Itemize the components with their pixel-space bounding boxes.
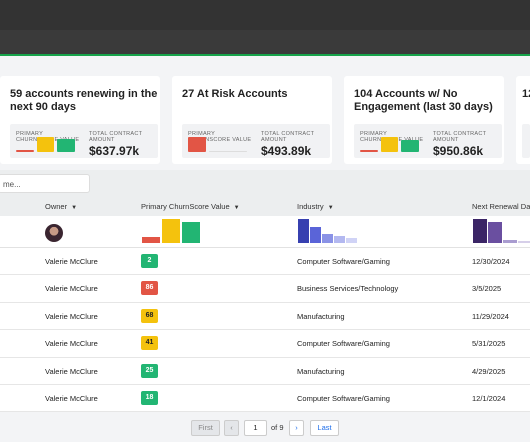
- chevron-left-icon: ‹: [230, 423, 233, 432]
- amount-value: $637.97k: [89, 144, 140, 158]
- header-owner-label: Owner: [45, 202, 68, 211]
- owner-cell: Valerie McClure: [45, 339, 98, 349]
- owner-cell: Valerie McClure: [45, 393, 98, 403]
- table-row[interactable]: Valerie McClure 41 Computer Software/Gam…: [0, 330, 530, 358]
- next-page-button[interactable]: ›: [289, 420, 304, 436]
- score-badge: 68: [141, 308, 158, 323]
- table-row[interactable]: Valerie McClure 68 Manufacturing 11/29/2…: [0, 302, 530, 331]
- prev-page-button[interactable]: ‹: [224, 420, 239, 436]
- industry-filter-bar[interactable]: [334, 236, 345, 243]
- churn-bar-empty: [209, 151, 247, 152]
- industry-cell: Computer Software/Gaming: [297, 257, 390, 266]
- churn-bar-low: [360, 150, 378, 152]
- header-renewal-label: Next Renewal Date: [472, 202, 530, 211]
- industry-filter-bar[interactable]: [346, 238, 357, 243]
- churn-bar-mid: [381, 137, 398, 152]
- amount-label: TOTAL CONTRACT AMOUNT: [261, 131, 315, 143]
- industry-cell: Business Services/Technology: [297, 284, 399, 294]
- card-metrics: PRIMARY CHURNSCORE VALUE TOTAL CONTRACT …: [182, 124, 330, 158]
- page-number-input[interactable]: 1: [244, 420, 267, 436]
- table-row[interactable]: Valerie McClure 86 Business Services/Tec…: [0, 275, 530, 303]
- card-title: 27 At Risk Accounts: [182, 88, 288, 100]
- score-badge: 41: [141, 336, 158, 351]
- score-badge: 86: [141, 281, 158, 296]
- owner-cell: Valerie McClure: [45, 311, 98, 321]
- metric-label: PRIMARY CHURNSCORE VALUE: [188, 131, 252, 143]
- score-filter-bar-yellow[interactable]: [162, 219, 180, 243]
- churn-bar-high: [57, 139, 75, 152]
- renewal-filter-bar[interactable]: [518, 241, 530, 243]
- first-page-button[interactable]: First: [191, 420, 220, 436]
- amount-value: $493.89k: [261, 144, 312, 158]
- amount-label: TOTAL CONTRACT AMOUNT: [433, 131, 487, 143]
- owner-avatar[interactable]: [45, 224, 63, 242]
- table-header: Owner ▼ Primary ChurnScore Value ▼ Industr…: [0, 196, 530, 216]
- summary-cards: 59 accounts renewing in the next 90 days…: [0, 68, 530, 164]
- card-partial[interactable]: 12: [516, 76, 530, 164]
- industry-cell: Manufacturing: [297, 311, 345, 321]
- renewal-cell: 12/1/2024: [472, 393, 506, 403]
- column-filter-row: [0, 216, 530, 248]
- card-at-risk[interactable]: 27 At Risk Accounts PRIMARY CHURNSCORE V…: [172, 76, 332, 164]
- pagination: First ‹ 1 of 9 › Last: [0, 413, 530, 442]
- owner-cell: Valerie McClure: [45, 284, 98, 294]
- score-filter-bar-green[interactable]: [182, 222, 200, 243]
- header-renewal[interactable]: Next Renewal Date: [472, 202, 530, 211]
- card-title: 12: [522, 88, 530, 100]
- header-industry-label: Industry: [297, 202, 324, 211]
- sub-nav-bar: [0, 30, 530, 56]
- card-renewing[interactable]: 59 accounts renewing in the next 90 days…: [0, 76, 160, 164]
- header-score-label: Primary ChurnScore Value: [141, 202, 230, 211]
- header-score[interactable]: Primary ChurnScore Value ▼: [141, 202, 240, 211]
- industry-filter-bar[interactable]: [298, 219, 309, 243]
- renewal-cell: 3/5/2025: [472, 284, 502, 294]
- renewal-filter-bar[interactable]: [503, 240, 517, 243]
- header-owner[interactable]: Owner ▼: [45, 202, 77, 211]
- score-badge: 18: [141, 390, 158, 405]
- last-page-button[interactable]: Last: [310, 420, 339, 436]
- card-title: 59 accounts renewing in the next 90 days: [10, 88, 158, 113]
- page-count-label: of 9: [271, 423, 284, 432]
- renewal-filter-bar[interactable]: [473, 219, 487, 243]
- industry-cell: Computer Software/Gaming: [297, 393, 390, 403]
- card-metrics: PRIMARY CHURNSCORE VALUE TOTAL CONTRACT …: [354, 124, 502, 158]
- sort-caret-icon: ▼: [71, 205, 78, 211]
- sort-caret-icon: ▼: [327, 205, 334, 211]
- churn-bar-low: [188, 137, 206, 152]
- churn-bar-mid: [37, 137, 54, 152]
- industry-filter-bar[interactable]: [310, 227, 321, 243]
- chevron-right-icon: ›: [295, 423, 298, 432]
- renewal-cell: 11/29/2024: [472, 311, 509, 321]
- search-input[interactable]: me...: [0, 174, 90, 193]
- industry-cell: Manufacturing: [297, 366, 345, 376]
- score-filter-bar-red[interactable]: [142, 237, 160, 243]
- churn-bar-high: [401, 140, 419, 152]
- card-metrics: [522, 124, 530, 158]
- renewal-cell: 12/30/2024: [472, 257, 510, 266]
- header-industry[interactable]: Industry ▼: [297, 202, 334, 211]
- score-badge: 2: [141, 254, 158, 268]
- table-body: Valerie McClure 2 Computer Software/Gami…: [0, 248, 530, 413]
- card-metrics: PRIMARY CHURNSCORE VALUE TOTAL CONTRACT …: [10, 124, 158, 158]
- table-row[interactable]: Valerie McClure 2 Computer Software/Gami…: [0, 248, 530, 276]
- renewal-cell: 5/31/2025: [472, 339, 506, 349]
- owner-cell: Valerie McClure: [45, 257, 98, 266]
- industry-filter-bar[interactable]: [322, 234, 333, 243]
- search-row: me...: [0, 170, 530, 196]
- top-nav-bar: [0, 0, 530, 30]
- table-row[interactable]: Valerie McClure 25 Manufacturing 4/29/20…: [0, 357, 530, 385]
- amount-value: $950.86k: [433, 144, 484, 158]
- card-no-engagement[interactable]: 104 Accounts w/ No Engagement (last 30 d…: [344, 76, 504, 164]
- score-badge: 25: [141, 363, 158, 378]
- churn-bar-low: [16, 150, 34, 152]
- amount-label: TOTAL CONTRACT AMOUNT: [89, 131, 143, 143]
- renewal-cell: 4/29/2025: [472, 366, 506, 376]
- industry-cell: Computer Software/Gaming: [297, 339, 390, 349]
- sort-caret-icon: ▼: [233, 205, 240, 211]
- renewal-filter-bar[interactable]: [488, 222, 502, 243]
- owner-cell: Valerie McClure: [45, 366, 98, 376]
- card-title: 104 Accounts w/ No Engagement (last 30 d…: [354, 88, 493, 113]
- table-row[interactable]: Valerie McClure 18 Computer Software/Gam…: [0, 384, 530, 413]
